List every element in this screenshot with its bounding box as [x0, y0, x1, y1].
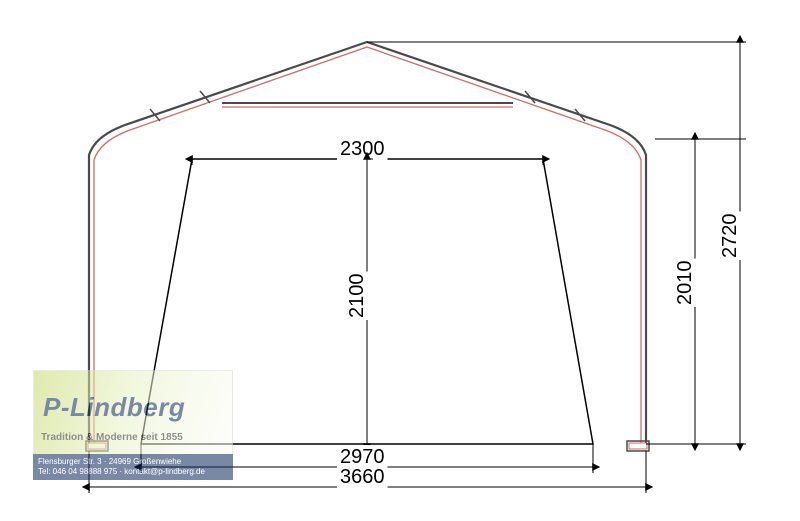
watermark-address-2: Tel: 046 04 98888 975 · kontakt@p-lindbe…: [38, 467, 228, 477]
dim-total-width-label: 3660: [340, 466, 385, 488]
watermark: P-Lindberg Tradition & Moderne seit 1855…: [33, 370, 233, 480]
dim-opening-width-label: 2970: [340, 446, 385, 468]
dim-side-height-label: 2010: [674, 261, 696, 306]
watermark-tagline: Tradition & Moderne seit 1855: [41, 432, 183, 443]
watermark-address-1: Flensburger Str. 3 · 24969 Großenwiehe: [38, 457, 228, 467]
foot-right-inner: [629, 443, 647, 449]
watermark-address: Flensburger Str. 3 · 24969 Großenwiehe T…: [33, 454, 233, 480]
dim-total-height-label: 2720: [719, 214, 741, 259]
dim-door-width-label: 2300: [340, 138, 385, 160]
watermark-brand: P-Lindberg: [43, 392, 185, 423]
dim-door-height-label: 2100: [346, 274, 368, 319]
